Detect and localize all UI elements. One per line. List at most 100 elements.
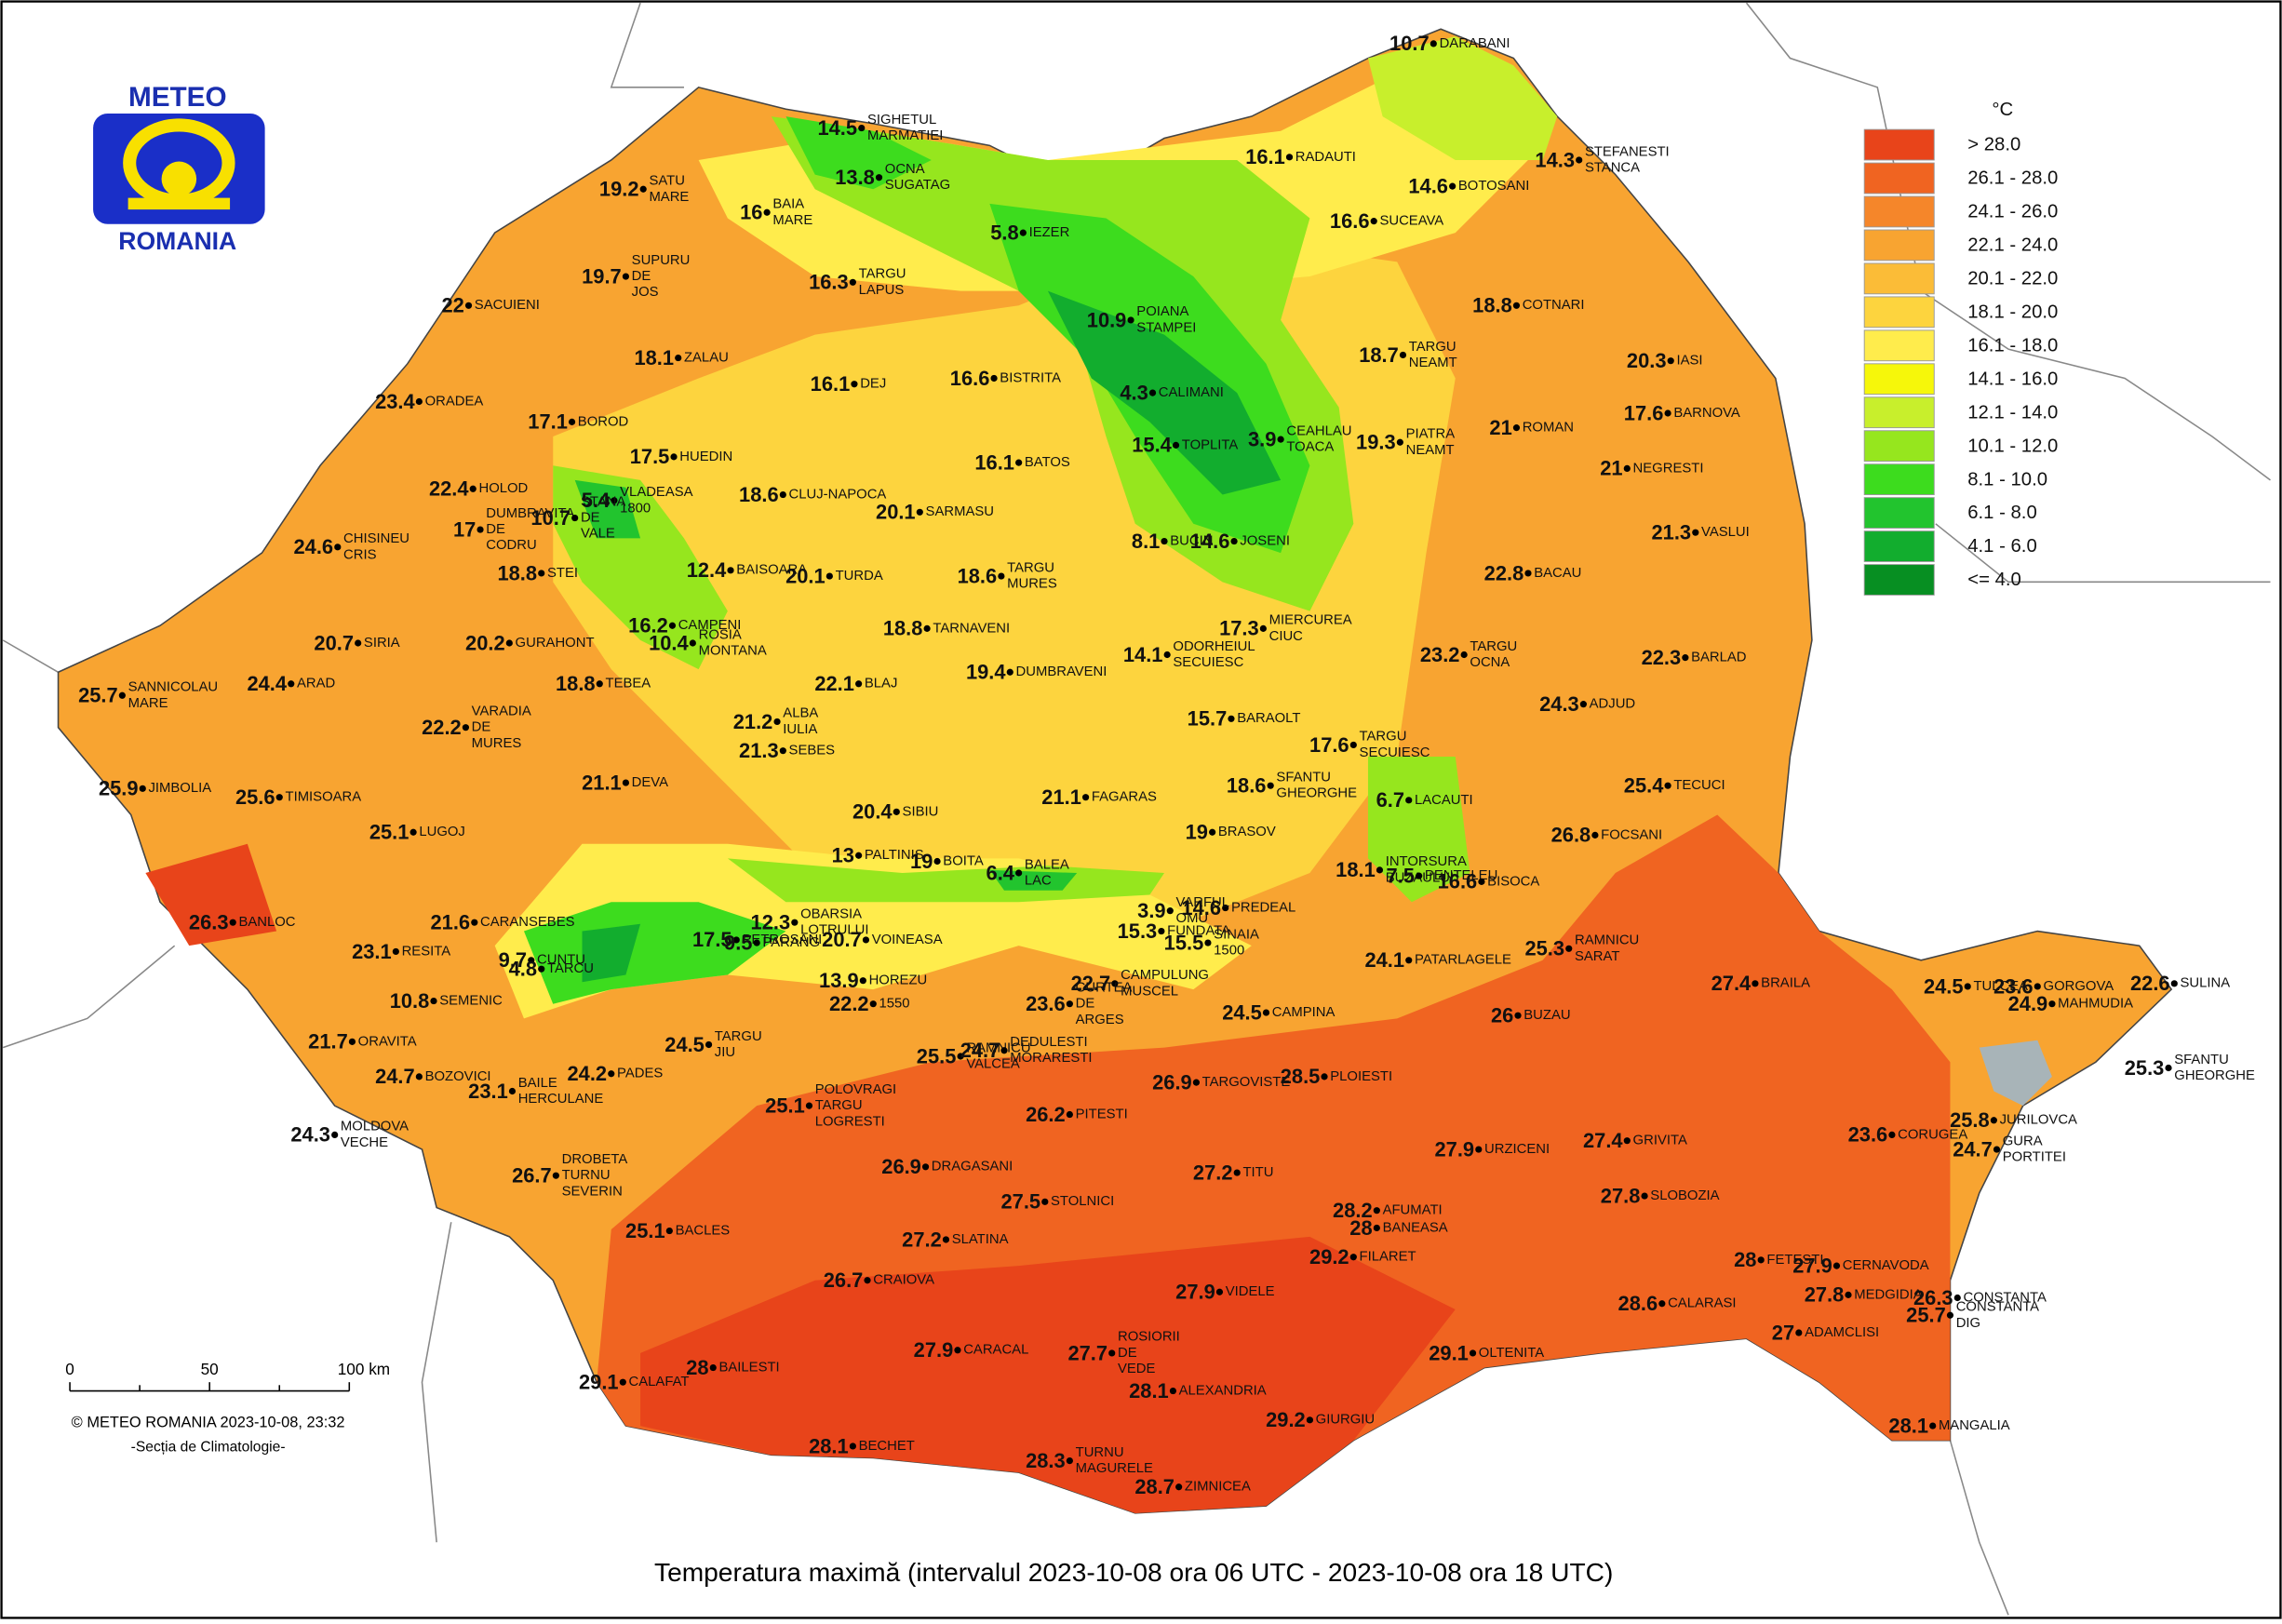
scale-label: 50 (201, 1360, 219, 1378)
station-name: TURNU (1076, 1445, 1124, 1460)
station-name: DARABANI (1440, 36, 1510, 51)
station-dot (1204, 939, 1212, 946)
station-value: 24.6 (294, 535, 334, 558)
station-name: BUZAU (1524, 1008, 1570, 1023)
station-name: DUMBRAVITA (486, 506, 574, 521)
station-name: MURES (472, 736, 522, 751)
legend-label: 14.1 - 16.0 (1967, 369, 2058, 389)
station-value: 27 (1772, 1321, 1794, 1344)
station-name: LUGOJ (419, 825, 465, 839)
station-value: 10.4 (649, 631, 689, 654)
station-value: 15.4 (1132, 434, 1172, 457)
station-name: ROSIORII (1118, 1330, 1180, 1345)
station-dot (1832, 1262, 1841, 1269)
scale-label: 0 (65, 1360, 74, 1378)
station-name: ORAVITA (358, 1034, 417, 1049)
station-value: 16.6 (950, 367, 990, 390)
station-dot (1349, 1254, 1357, 1261)
station-name: BATOS (1025, 455, 1070, 470)
station-name: DEJ (860, 377, 886, 392)
legend-swatch (1863, 396, 1935, 429)
station-value: 18.8 (883, 617, 923, 640)
station-value: 10.9 (1087, 308, 1127, 331)
station-dot (855, 852, 863, 859)
station-dot (1066, 1000, 1073, 1008)
station-name: CEAHLAU (1286, 423, 1351, 438)
station-name: ROSIA (699, 627, 742, 642)
station-name: TECUCI (1673, 778, 1725, 793)
station-value: 10.7 (530, 506, 570, 530)
station-name: CIUC (1269, 629, 1304, 644)
station-name: VEDE (1118, 1362, 1156, 1376)
legend-label: 22.1 - 24.0 (1967, 235, 2058, 256)
station-value: 13.8 (835, 166, 875, 189)
station-dot (1405, 957, 1413, 964)
station-dot (805, 1102, 813, 1109)
legend-label: <= 4.0 (1967, 570, 2021, 590)
station-dot (1041, 1198, 1049, 1205)
station-dot (1469, 1349, 1477, 1357)
station-dot (1514, 1012, 1522, 1019)
station-dot (348, 1038, 356, 1045)
station-value: 28 (1349, 1216, 1372, 1240)
station-dot (622, 273, 630, 280)
station-value: 17.5 (630, 445, 670, 468)
station-dot (1228, 715, 1235, 722)
station-dot (1000, 1047, 1008, 1054)
station-name: OLTENITA (1479, 1346, 1544, 1361)
legend-swatch (1863, 564, 1935, 596)
station-value: 26.2 (1026, 1103, 1066, 1126)
station-value: 22.8 (1484, 561, 1524, 584)
station-name: TARGU (1409, 340, 1456, 355)
legend-swatch (1863, 530, 1935, 562)
station-value: 19.7 (582, 264, 622, 288)
station-dot (705, 1040, 713, 1049)
station-name: BARNOVA (1673, 406, 1740, 421)
station-value: 20.7 (314, 631, 354, 654)
station-value: 12.4 (687, 558, 727, 582)
station-value: 24.2 (568, 1062, 608, 1085)
station-value: 17.5 (692, 928, 732, 951)
station-name: INTORSURA (1386, 854, 1467, 869)
station-dot (668, 622, 677, 629)
station-value: 28.7 (1134, 1475, 1175, 1498)
station-name: HOREZU (869, 973, 928, 988)
station-name: MIERCUREA (1269, 613, 1352, 628)
station-name: ARAD (297, 677, 336, 691)
station-value: 16.1 (974, 450, 1014, 474)
station-dot (462, 724, 470, 731)
station-dot (921, 1163, 930, 1171)
station-name: SIBIU (903, 804, 939, 819)
station-name: ADAMCLISI (1805, 1325, 1879, 1340)
station-dot (1373, 1207, 1380, 1215)
station-name: BOITA (943, 853, 984, 868)
station-value: 21.1 (1041, 785, 1081, 809)
station-name: TARGU (1360, 730, 1407, 745)
station-dot (869, 1000, 877, 1008)
station-dot (139, 785, 146, 792)
station-dot (1108, 1349, 1116, 1357)
station-value: 21 (1600, 457, 1622, 480)
station-value: 22.2 (422, 716, 462, 739)
station-dot (709, 1363, 717, 1372)
station-dot (923, 624, 931, 632)
station-value: 4.3 (1120, 381, 1148, 404)
station-name: CALIMANI (1159, 385, 1224, 400)
station-value: 27.2 (1193, 1161, 1233, 1184)
station-value: 26.7 (512, 1164, 552, 1188)
station-value: 22.6 (2130, 972, 2170, 995)
station-value: 22.7 (1071, 972, 1111, 995)
station-name: TARNAVENI (933, 621, 1010, 636)
station-dot (1752, 980, 1759, 987)
station-value: 16.2 (628, 614, 668, 638)
station-name: FILARET (1360, 1250, 1416, 1265)
legend-swatch (1863, 463, 1935, 496)
station-name: TARGU (859, 267, 906, 282)
station-value: 25.1 (625, 1219, 665, 1242)
station-dot (1658, 1300, 1666, 1308)
station-name: PETROSANI (743, 933, 823, 947)
station-dot (791, 919, 799, 926)
station-name: SEVERIN (562, 1184, 623, 1199)
station-name: BACAU (1534, 566, 1581, 581)
station-value: 25.4 (1624, 774, 1664, 798)
